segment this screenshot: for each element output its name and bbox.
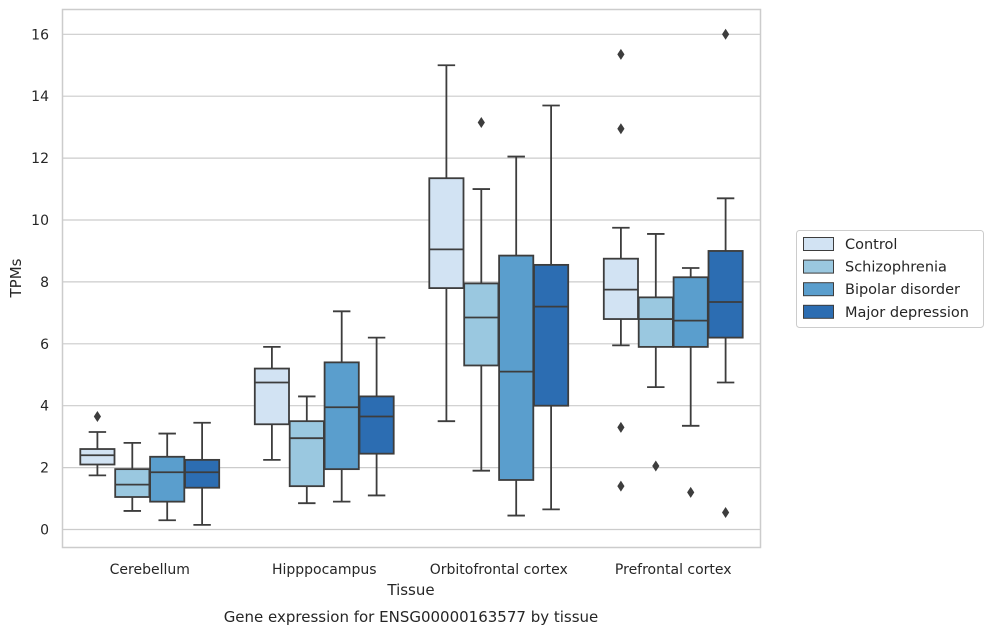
box-group bbox=[707, 28, 744, 518]
box bbox=[637, 296, 674, 348]
x-tick-label: Cerebellum bbox=[110, 562, 190, 578]
box-group bbox=[602, 48, 639, 492]
box-group bbox=[149, 432, 186, 522]
y-tick-label: 10 bbox=[31, 213, 49, 229]
box bbox=[184, 458, 221, 489]
box-group bbox=[184, 421, 221, 526]
box-group bbox=[463, 117, 500, 472]
boxes bbox=[79, 28, 744, 526]
outlier-point bbox=[687, 486, 695, 498]
box bbox=[323, 361, 360, 471]
legend: Control Schizophrenia Bipolar disorder Majo… bbox=[796, 230, 984, 328]
box-group bbox=[498, 155, 535, 517]
x-tick-label: Hipppocampus bbox=[272, 562, 377, 578]
legend-label: Control bbox=[845, 237, 897, 253]
outlier-point bbox=[722, 28, 730, 40]
box-group bbox=[253, 345, 290, 461]
chart-caption: Gene expression for ENSG00000163577 by t… bbox=[224, 608, 599, 626]
legend-swatch bbox=[803, 259, 834, 274]
box-group bbox=[79, 411, 116, 477]
x-tick-labels: Cerebellum Hipppocampus Orbitofrontal cort… bbox=[110, 562, 732, 578]
outlier-point bbox=[93, 411, 101, 423]
box bbox=[672, 276, 709, 348]
box-group bbox=[637, 233, 674, 472]
x-axis-label: Tissue bbox=[386, 581, 434, 599]
legend-swatch bbox=[803, 282, 834, 297]
x-tick-label: Orbitofrontal cortex bbox=[430, 562, 568, 578]
y-tick-label: 2 bbox=[40, 461, 49, 477]
outlier-point bbox=[617, 123, 625, 135]
box bbox=[428, 177, 465, 289]
box bbox=[288, 420, 325, 488]
x-tick-label: Prefrontal cortex bbox=[615, 562, 732, 578]
y-tick-label: 6 bbox=[40, 337, 49, 353]
box bbox=[114, 468, 151, 498]
y-axis-label: TPMs bbox=[7, 258, 25, 298]
box bbox=[498, 254, 535, 481]
box-group bbox=[672, 267, 709, 498]
outlier-point bbox=[722, 506, 730, 518]
legend-frame bbox=[796, 230, 984, 328]
box bbox=[149, 455, 186, 503]
y-tick-label: 16 bbox=[31, 27, 49, 43]
box-group bbox=[288, 395, 325, 505]
box bbox=[463, 282, 500, 367]
legend-swatch bbox=[803, 237, 834, 251]
box bbox=[253, 367, 290, 426]
y-tick-labels: 0 2 4 6 8 10 12 14 16 bbox=[31, 27, 49, 538]
y-tick-label: 8 bbox=[40, 275, 49, 291]
legend-label: Schizophrenia bbox=[845, 260, 947, 276]
y-tick-label: 0 bbox=[40, 523, 49, 539]
legend-swatch bbox=[803, 304, 834, 319]
box bbox=[707, 250, 744, 339]
outlier-point bbox=[652, 460, 660, 472]
y-tick-label: 14 bbox=[31, 89, 49, 105]
outlier-point bbox=[477, 117, 485, 129]
outlier-point bbox=[617, 421, 625, 433]
y-tick-label: 4 bbox=[40, 399, 49, 415]
box-group bbox=[428, 64, 465, 423]
gridlines bbox=[62, 33, 761, 531]
legend-label: Major depression bbox=[845, 305, 969, 321]
box-group bbox=[358, 336, 395, 497]
box-group bbox=[533, 104, 570, 511]
plot-frame bbox=[61, 8, 762, 549]
box bbox=[533, 263, 570, 407]
y-tick-label: 12 bbox=[31, 151, 49, 167]
outlier-point bbox=[617, 48, 625, 60]
box bbox=[358, 395, 395, 455]
box bbox=[79, 448, 116, 466]
legend-label: Bipolar disorder bbox=[845, 282, 960, 298]
outlier-point bbox=[617, 480, 625, 492]
